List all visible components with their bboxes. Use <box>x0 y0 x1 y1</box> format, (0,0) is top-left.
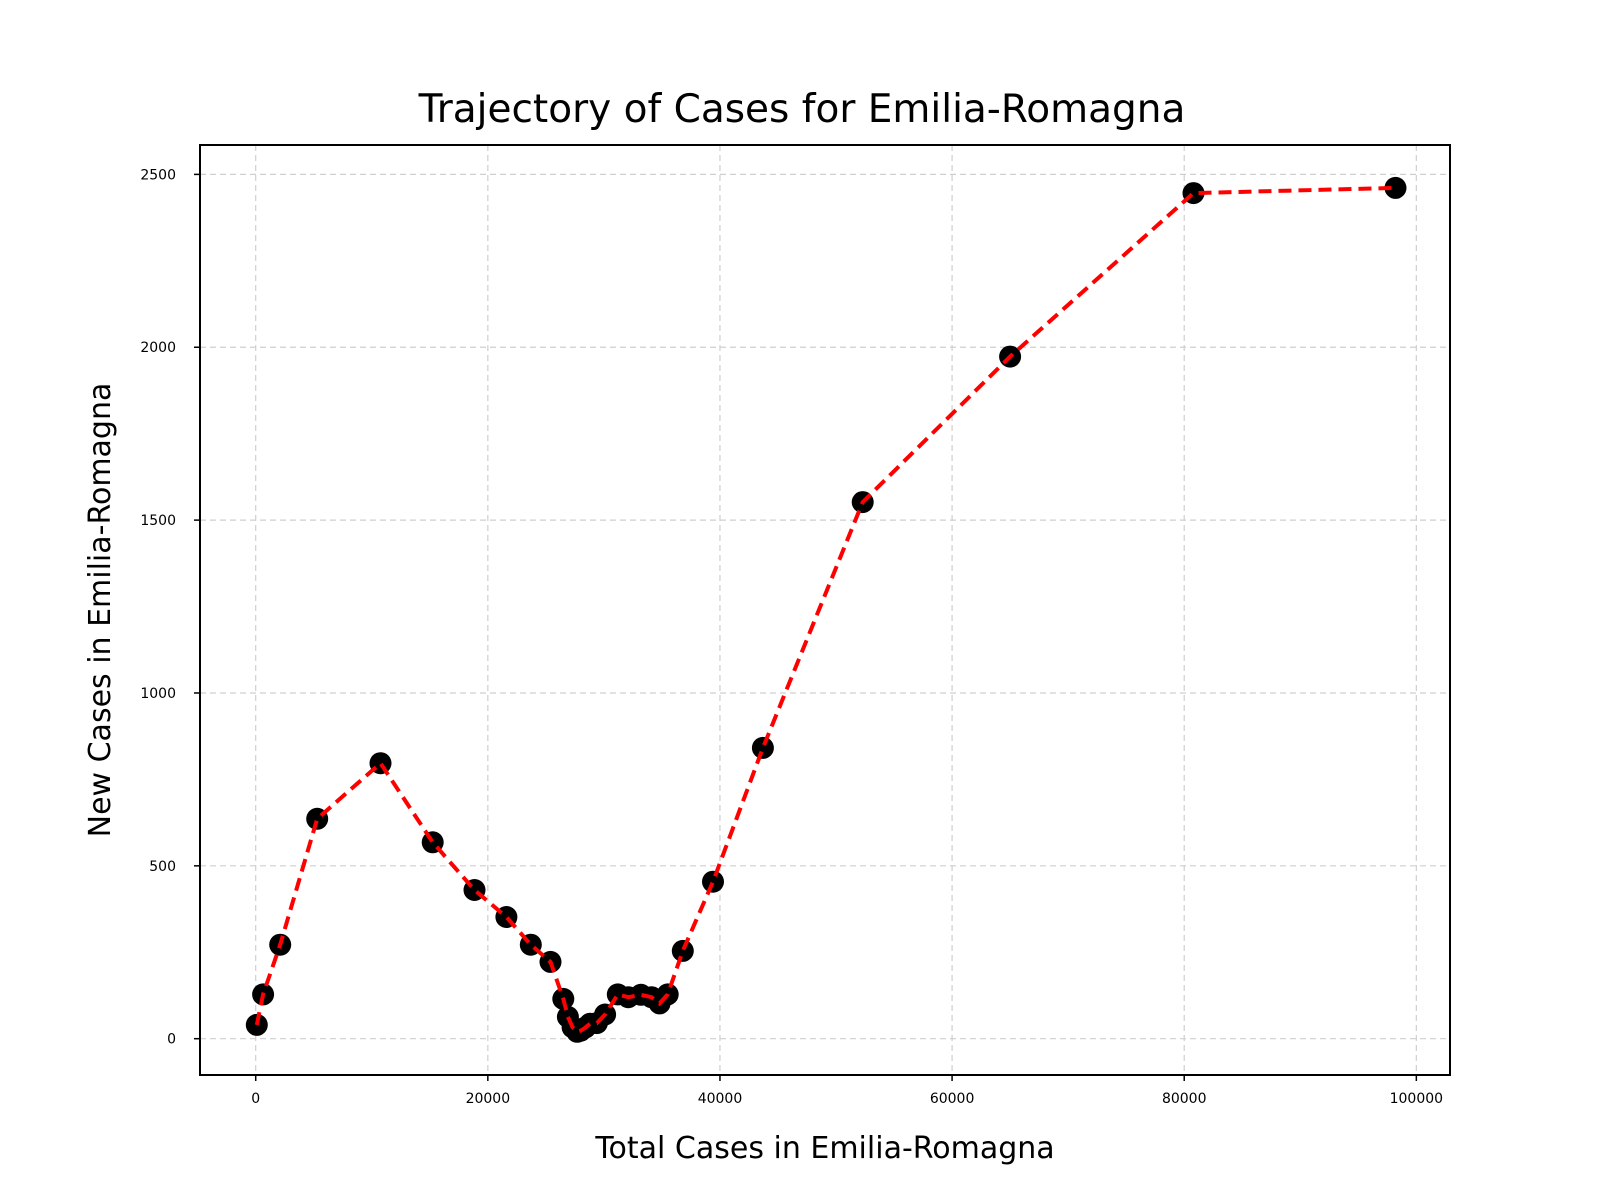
data-point <box>702 870 724 893</box>
y-tick-label: 0 <box>167 1032 176 1048</box>
y-tick-label: 1000 <box>140 686 176 702</box>
x-tick-label: 60000 <box>930 1091 975 1107</box>
y-axis-label: New Cases in Emilia-Romagna <box>83 383 118 838</box>
data-point <box>1384 176 1407 199</box>
data-points <box>245 176 1407 1043</box>
series-line <box>254 185 1396 1035</box>
chart-title: Trajectory of Cases for Emilia-Romagna <box>418 87 1186 132</box>
x-tick-label: 0 <box>251 1091 260 1107</box>
x-axis-label: Total Cases in Emilia-Romagna <box>594 1131 1054 1166</box>
axis-ticks: 0 20000 40000 60000 80000 100000 0 500 1000 1500 2… <box>140 167 1443 1107</box>
grid-lines <box>200 145 1450 1075</box>
y-tick-label: 2000 <box>140 340 176 356</box>
x-tick-label: 20000 <box>466 1091 511 1107</box>
y-tick-label: 2500 <box>140 167 176 183</box>
x-tick-label: 100000 <box>1390 1091 1443 1107</box>
data-point <box>751 736 774 759</box>
data-point <box>671 939 694 962</box>
x-tick-label: 40000 <box>698 1091 743 1107</box>
plot-frame <box>199 144 1451 1076</box>
x-tick-label: 80000 <box>1162 1091 1207 1107</box>
y-tick-label: 500 <box>149 859 176 875</box>
y-tick-label: 1500 <box>140 513 176 529</box>
